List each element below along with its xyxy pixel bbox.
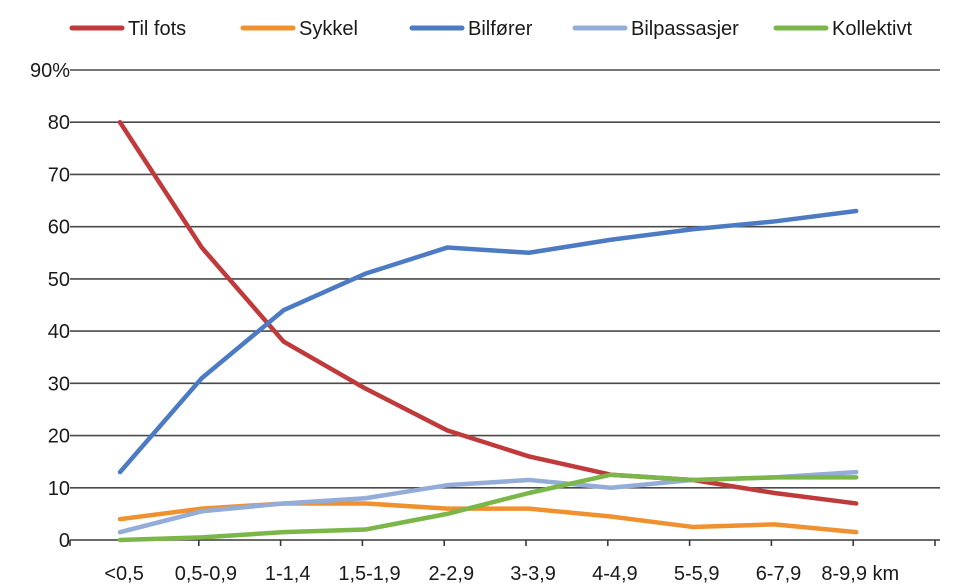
- x-tick-label: 3-3,9: [510, 563, 556, 585]
- x-tick-label: 4-4,9: [592, 563, 638, 585]
- legend-label: Sykkel: [299, 18, 358, 40]
- x-tick-label: 1-1,4: [265, 563, 311, 585]
- x-tick-label: 0,5-0,9: [175, 563, 237, 585]
- x-tick-label: 5-5,9: [674, 563, 720, 585]
- series-line-til-fots: [117, 119, 859, 506]
- y-tick-label: 90%: [30, 60, 70, 82]
- legend-label: Bilfører: [468, 18, 533, 40]
- x-tick-label: <0,5: [104, 563, 143, 585]
- series-line-bilfører: [117, 208, 859, 475]
- x-tick-label: 1,5-1,9: [338, 563, 400, 585]
- y-tick-label: 40: [48, 321, 70, 343]
- y-tick-label: 20: [48, 426, 70, 448]
- legend-label: Kollektivt: [832, 18, 912, 40]
- gridlines: [70, 69, 940, 489]
- y-tick-label: 10: [48, 478, 70, 500]
- x-axis: <0,5 0,5-0,9 1-1,4 1,5-1,9 2-2,9 3-3,9 4-4,9 5-…: [69, 539, 940, 585]
- x-tick-label: 8-9,9 km: [821, 563, 899, 585]
- legend-label: Til fots: [128, 18, 186, 40]
- x-tick-label: 2-2,9: [428, 563, 474, 585]
- y-axis-tick-labels: 0 10 20 30 40 50 60 70 80 90%: [30, 60, 70, 552]
- y-tick-label: 60: [48, 217, 70, 239]
- y-tick-label: 50: [48, 269, 70, 291]
- y-tick-label: 70: [48, 164, 70, 186]
- x-tick-label: 6-7,9: [756, 563, 802, 585]
- y-tick-label: 30: [48, 373, 70, 395]
- y-tick-label: 0: [59, 530, 70, 552]
- legend: Til fots Sykkel Bilfører Bilpassasjer Kollek…: [69, 18, 912, 40]
- y-tick-label: 80: [48, 112, 70, 134]
- series-lines: [117, 119, 859, 543]
- series-line-kollektivt: [117, 472, 859, 543]
- legend-label: Bilpassasjer: [631, 18, 739, 40]
